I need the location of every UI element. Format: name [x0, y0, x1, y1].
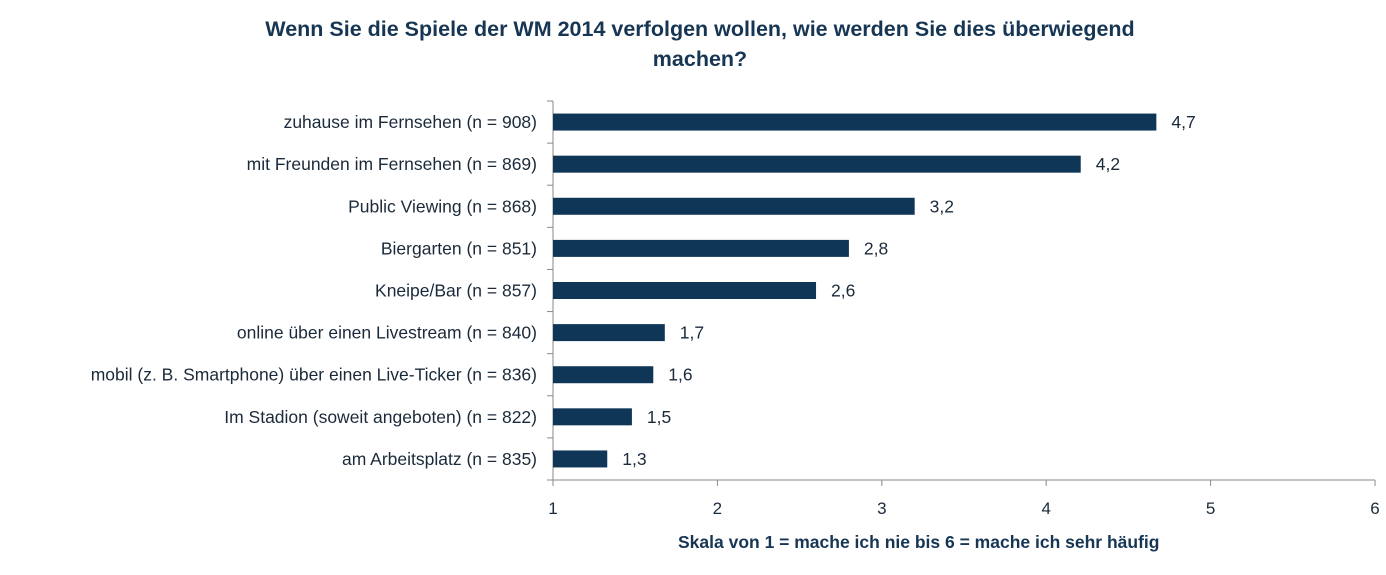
bar	[553, 282, 817, 299]
bar	[553, 450, 608, 468]
bar	[553, 155, 1081, 173]
category-label: mit Freunden im Fernsehen (n = 869)	[247, 154, 537, 174]
x-tick-label: 4	[1041, 499, 1050, 518]
bar	[553, 197, 915, 215]
chart-title-line2: machen?	[652, 47, 748, 71]
data-label: 2,8	[864, 238, 888, 258]
chart-title-line1: Wenn Sie die Spiele der WM 2014 verfolge…	[265, 17, 1135, 41]
category-label: Im Stadion (soweit angeboten) (n = 822)	[224, 407, 537, 427]
chart-title: Wenn Sie die Spiele der WM 2014 verfolge…	[0, 14, 1386, 74]
x-tick-label: 3	[877, 499, 886, 518]
x-axis-title: Skala von 1 = mache ich nie bis 6 = mach…	[678, 532, 1160, 552]
category-label: mobil (z. B. Smartphone) über einen Live…	[91, 365, 537, 385]
bar	[553, 366, 654, 384]
category-label: Kneipe/Bar (n = 857)	[375, 281, 537, 301]
data-label: 1,7	[680, 323, 704, 343]
data-label: 4,7	[1171, 112, 1195, 132]
data-label: 4,2	[1096, 154, 1120, 174]
x-tick-label: 2	[713, 499, 722, 518]
x-tick-label: 6	[1370, 499, 1379, 518]
x-tick-label: 1	[548, 499, 557, 518]
category-label: zuhause im Fernsehen (n = 908)	[284, 112, 537, 132]
bar	[553, 324, 665, 342]
data-label: 1,3	[622, 449, 646, 469]
data-label: 1,6	[668, 365, 692, 385]
data-label: 2,6	[831, 281, 855, 301]
category-label: online über einen Livestream (n = 840)	[237, 323, 537, 343]
bar	[553, 408, 632, 426]
data-label: 3,2	[930, 196, 954, 216]
x-tick-label: 5	[1206, 499, 1215, 518]
bar	[553, 239, 849, 257]
category-label: Public Viewing (n = 868)	[348, 196, 537, 216]
data-label: 1,5	[647, 407, 671, 427]
category-label: Biergarten (n = 851)	[381, 238, 537, 258]
bar	[553, 113, 1157, 131]
category-label: am Arbeitsplatz (n = 835)	[342, 449, 537, 469]
